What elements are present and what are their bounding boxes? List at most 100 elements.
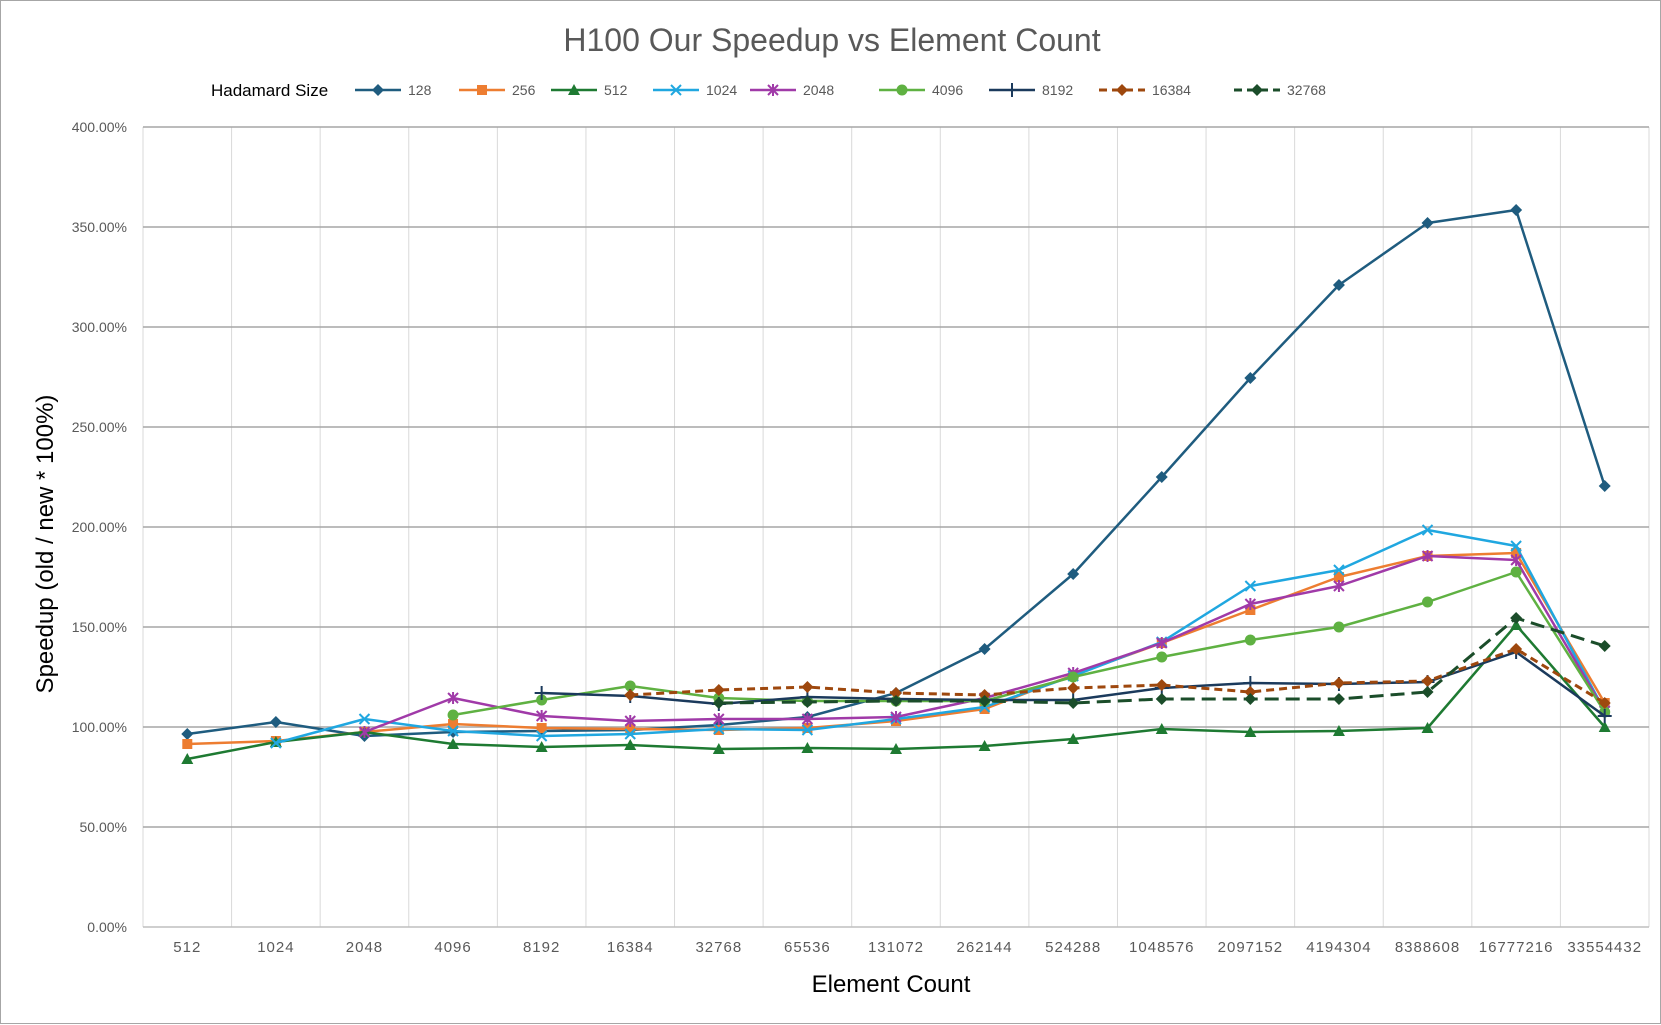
data-point-512 [978, 740, 991, 751]
data-point-512 [447, 738, 460, 749]
series-32768 [712, 612, 1611, 709]
data-point-512 [269, 736, 282, 747]
data-point-32768 [1510, 612, 1523, 624]
data-point-16384 [1155, 679, 1168, 691]
data-point-2048 [447, 692, 459, 704]
x-tick-labels: 512 1024 2048 4096 8192 16384 32768 65536 131072… [173, 939, 1641, 956]
y-tick-label: 250.00% [72, 419, 127, 435]
y-tick-label: 350.00% [72, 219, 127, 235]
data-point-32768 [1244, 693, 1257, 705]
legend-marker [477, 85, 487, 95]
data-point-4096 [1333, 621, 1345, 633]
legend-item-256: 256 [459, 82, 536, 98]
data-point-16384 [1067, 682, 1080, 694]
data-point-512 [1421, 722, 1434, 733]
data-point-4096 [1067, 671, 1079, 683]
data-point-1024 [447, 725, 459, 737]
data-point-4096 [1510, 566, 1522, 578]
legend-item-1024: 1024 [653, 82, 737, 98]
series-line-4096 [452, 570, 1606, 717]
x-tick-label: 512 [173, 939, 201, 956]
data-point-128 [978, 643, 991, 655]
data-point-16384 [712, 684, 725, 696]
series-128 [181, 204, 1611, 742]
data-point-1024 [713, 723, 725, 735]
data-point-128 [1244, 372, 1257, 384]
legend-label: 32768 [1287, 82, 1326, 98]
legend-marker [767, 84, 779, 96]
legend-marker [896, 84, 908, 96]
data-point-2048 [624, 715, 636, 727]
data-point-16384 [1598, 697, 1611, 709]
data-point-256 [802, 723, 813, 733]
data-point-1024 [1421, 524, 1434, 536]
data-point-2048 [1156, 637, 1168, 649]
data-point-1024 [535, 730, 548, 742]
data-point-512 [890, 743, 902, 754]
data-point-16384 [801, 681, 814, 693]
legend-item-128: 128 [355, 82, 432, 98]
data-point-16384 [624, 689, 637, 701]
data-point-16384 [1244, 686, 1257, 698]
gridlines [142, 126, 1650, 928]
data-point-32768 [1332, 693, 1345, 705]
data-point-32768 [890, 695, 902, 707]
data-point-4096 [447, 709, 459, 721]
data-point-1024 [1510, 540, 1522, 552]
x-tick-label: 1024 [257, 939, 294, 956]
data-point-128 [1510, 204, 1523, 216]
data-point-128 [1155, 471, 1168, 483]
chart-title: H100 Our Speedup vs Element Count [563, 22, 1100, 58]
legend-item-4096: 4096 [879, 82, 963, 98]
legend-label: 16384 [1152, 82, 1191, 98]
legend-marker [372, 84, 384, 96]
data-point-256 [536, 723, 547, 733]
data-point-16384 [1332, 677, 1345, 689]
plot-series [181, 204, 1612, 764]
data-point-2048 [1244, 598, 1257, 610]
y-tick-label: 100.00% [72, 719, 127, 735]
data-point-2048 [1421, 550, 1434, 562]
data-point-1024 [1333, 564, 1345, 576]
legend-item-512: 512 [551, 82, 628, 98]
data-point-2048 [535, 710, 548, 722]
data-point-4096 [1422, 596, 1434, 608]
x-tick-label: 16777216 [1479, 939, 1554, 956]
data-point-512 [1244, 726, 1257, 737]
data-point-32768 [1155, 693, 1168, 705]
series-line-1024 [275, 528, 1606, 745]
data-point-4096 [1156, 651, 1168, 663]
data-point-16384 [1510, 643, 1523, 655]
data-point-8192 [534, 686, 549, 700]
x-tick-label: 524288 [1045, 939, 1101, 956]
data-point-4096 [624, 680, 636, 692]
legend-item-32768: 32768 [1234, 82, 1326, 98]
data-point-512 [1510, 619, 1523, 630]
data-point-16384 [890, 687, 902, 699]
x-tick-label: 8192 [523, 939, 560, 956]
y-tick-labels: 0.00% 50.00% 100.00% 150.00% 200.00% 250.00% 3… [72, 119, 127, 935]
x-tick-label: 65536 [784, 939, 831, 956]
y-tick-label: 300.00% [72, 319, 127, 335]
legend-label: 2048 [803, 82, 834, 98]
legend-item-2048: 2048 [750, 82, 834, 98]
data-point-512 [535, 741, 548, 752]
x-tick-label: 4096 [434, 939, 471, 956]
legend-marker [670, 84, 682, 96]
data-point-256 [625, 724, 636, 734]
legend: 128 256 512 1024 2048 4096 8192 16384 32768 [355, 82, 1326, 98]
legend-label: 512 [604, 82, 628, 98]
legend-marker [1005, 83, 1019, 97]
series-line-16384 [630, 647, 1606, 705]
x-tick-label: 2097152 [1218, 939, 1283, 956]
data-point-1024 [801, 724, 814, 736]
data-point-128 [1332, 279, 1345, 291]
x-tick-label: 2048 [346, 939, 383, 956]
data-point-256 [979, 704, 990, 714]
legend-item-16384: 16384 [1099, 82, 1191, 98]
data-point-128 [181, 728, 194, 740]
data-point-2048 [1510, 554, 1522, 566]
legend-item-8192: 8192 [989, 82, 1073, 98]
